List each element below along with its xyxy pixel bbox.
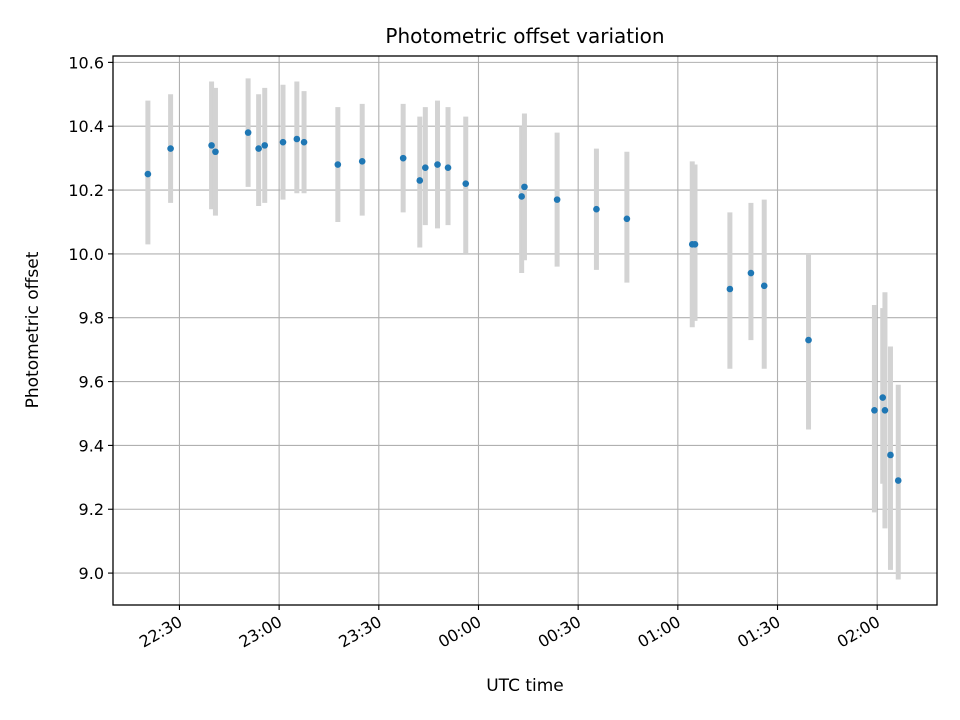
data-point	[623, 215, 631, 223]
y-tick-label: 9.8	[79, 309, 104, 328]
y-tick-label: 9.0	[79, 564, 104, 583]
data-point	[462, 180, 470, 187]
data-point	[399, 154, 407, 162]
data-point	[212, 148, 219, 156]
y-tick-label: 9.4	[79, 436, 104, 455]
data-point	[760, 282, 768, 290]
data-point	[416, 177, 424, 184]
data-point	[167, 145, 174, 152]
data-point	[279, 138, 287, 146]
data-point	[879, 394, 887, 401]
x-axis-label: UTC time	[486, 676, 564, 696]
y-tick-label: 9.6	[79, 373, 104, 392]
data-point	[334, 161, 342, 168]
data-point	[553, 196, 561, 203]
y-tick-label: 9.2	[79, 500, 104, 519]
chart-title: Photometric offset variation	[385, 24, 664, 48]
data-point	[293, 135, 301, 143]
data-point	[593, 205, 600, 213]
data-point	[691, 241, 699, 248]
data-point	[894, 477, 902, 484]
data-point	[805, 336, 812, 344]
y-tick-label: 10.6	[68, 53, 104, 72]
data-points	[144, 129, 902, 484]
data-point	[881, 406, 889, 414]
data-point	[444, 164, 452, 172]
y-tick-label: 10.2	[68, 181, 104, 200]
data-point	[871, 406, 878, 414]
data-point	[144, 170, 152, 178]
data-point	[726, 285, 734, 293]
data-point	[747, 269, 755, 277]
data-point	[244, 129, 252, 136]
y-axis-label: Photometric offset	[23, 251, 43, 408]
plot-frame	[112, 55, 938, 606]
data-point	[434, 161, 441, 168]
data-point	[521, 183, 528, 191]
data-point	[261, 142, 269, 149]
y-tick-label: 10.0	[68, 245, 104, 264]
data-point	[422, 164, 429, 172]
y-tick-label: 10.4	[68, 117, 104, 136]
data-point	[300, 138, 308, 146]
y-axis-ticks: 9.0 9.2 9.4 9.6 9.8 10.0 10.2 10.4 10.6	[68, 53, 113, 583]
data-point	[208, 142, 215, 149]
data-point	[887, 451, 894, 459]
data-point	[255, 145, 262, 152]
data-point	[518, 193, 525, 200]
data-point	[358, 158, 366, 165]
